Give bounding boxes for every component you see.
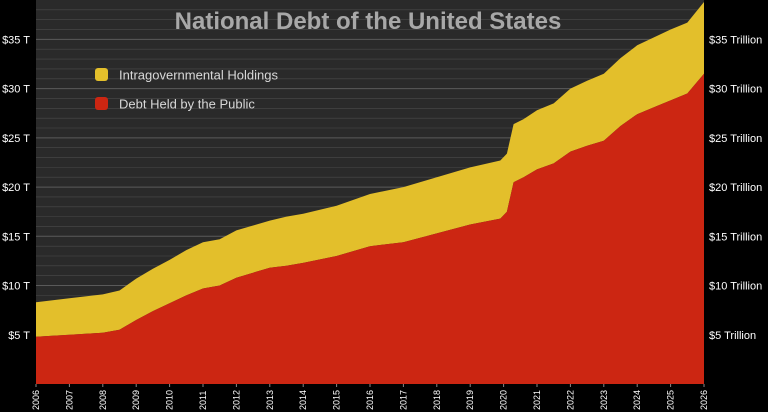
y-axis-right: $5 Trillion $10 Trillion $15 Trillion $20 T… — [709, 34, 762, 341]
x-tick-label: 2021 — [532, 390, 542, 410]
x-axis: 2006 2007 2008 2009 2010 2011 2012 2013 2014 2015… — [31, 384, 709, 410]
x-tick-label: 2006 — [31, 390, 41, 410]
y-tick-label-right: $20 Trillion — [709, 182, 762, 194]
y-tick-label-left: $35 T — [2, 34, 30, 46]
chart-title: National Debt of the United States — [175, 8, 562, 35]
y-tick-label-left: $5 T — [8, 330, 30, 342]
y-tick-label-left: $20 T — [2, 182, 30, 194]
y-tick-label-left: $10 T — [2, 281, 30, 293]
x-tick-label: 2020 — [499, 390, 509, 410]
legend-label: Debt Held by the Public — [119, 97, 255, 112]
y-tick-label-left: $25 T — [2, 133, 30, 145]
legend: Intragovernmental Holdings Debt Held by t… — [95, 68, 278, 112]
x-tick-label: 2008 — [98, 390, 108, 410]
x-tick-label: 2010 — [165, 390, 175, 410]
area-series — [36, 2, 704, 385]
y-tick-label-right: $5 Trillion — [709, 330, 756, 342]
x-tick-label: 2018 — [432, 390, 442, 410]
x-tick-label: 2023 — [599, 390, 609, 410]
y-tick-label-left: $15 T — [2, 231, 30, 243]
x-tick-label: 2026 — [699, 390, 709, 410]
y-tick-label-right: $25 Trillion — [709, 133, 762, 145]
x-tick-label: 2017 — [398, 390, 408, 410]
y-tick-label-right: $15 Trillion — [709, 231, 762, 243]
x-tick-label: 2007 — [64, 390, 74, 410]
y-tick-label-left: $30 T — [2, 84, 30, 96]
y-tick-label-right: $35 Trillion — [709, 34, 762, 46]
x-tick-label: 2022 — [565, 390, 575, 410]
y-tick-label-right: $10 Trillion — [709, 281, 762, 293]
x-tick-label: 2019 — [465, 390, 475, 410]
x-tick-label: 2016 — [365, 390, 375, 410]
legend-swatch — [95, 68, 108, 81]
x-tick-label: 2025 — [666, 390, 676, 410]
x-tick-label: 2011 — [198, 391, 208, 410]
legend-swatch — [95, 97, 108, 110]
x-tick-label: 2013 — [265, 390, 275, 410]
x-tick-label: 2009 — [131, 390, 141, 410]
x-tick-label: 2015 — [332, 390, 342, 410]
x-tick-label: 2014 — [298, 390, 308, 410]
x-tick-label: 2012 — [231, 390, 241, 410]
area-intragovernmental-holdings — [36, 2, 704, 337]
y-axis-left: $5 T $10 T $15 T $20 T $25 T $30 T $35 T — [2, 34, 30, 341]
y-tick-label-right: $30 Trillion — [709, 84, 762, 96]
legend-label: Intragovernmental Holdings — [119, 68, 278, 83]
area-debt-held-by-public — [36, 73, 704, 385]
x-tick-label: 2024 — [632, 390, 642, 410]
